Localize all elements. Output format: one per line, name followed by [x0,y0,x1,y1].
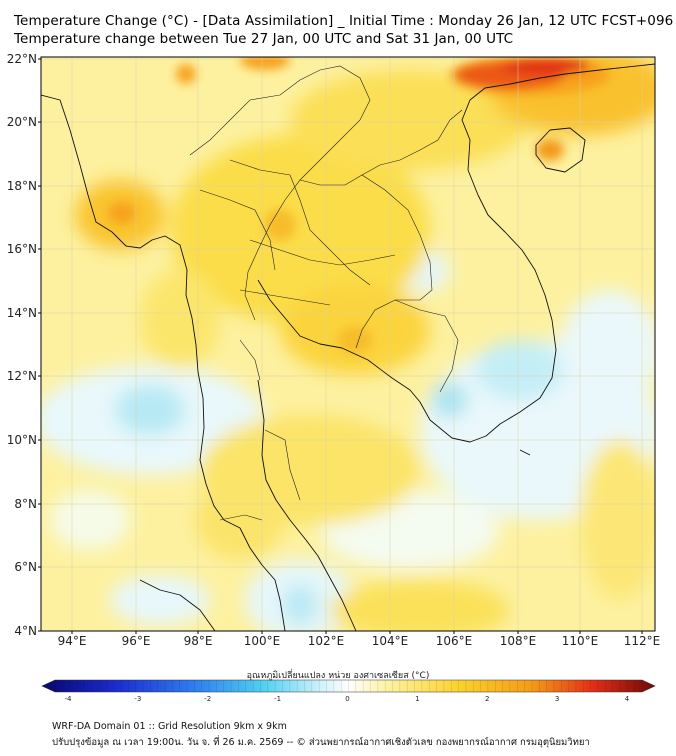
province-lines-d [239,289,331,306]
lon-label: 94°E [58,634,87,648]
hotspot-central [337,326,373,354]
lat-label: 4°N [14,624,37,638]
border-cambodia [394,299,459,393]
hotspot-myanmar [108,202,136,224]
field-hotspots [108,57,610,354]
hotspot-hainan [536,139,564,161]
lon-label: 96°E [122,634,151,648]
coastline-indochina [257,63,655,443]
lat-label: 8°N [14,497,37,511]
colorbar-tick-label: 0 [345,695,349,703]
warm-area-thailand-north [170,135,430,325]
temperature-field [41,57,655,631]
lat-label: 18°N [7,179,37,193]
lon-label: 106°E [436,634,473,648]
lat-label: 14°N [7,306,37,320]
coastline-hainan [535,127,586,173]
province-lines-c [249,239,396,266]
lon-label: 110°E [562,634,599,648]
colorbar-tick-label: -1 [274,695,281,703]
warm-area-south [195,480,285,560]
coastline-sumatra [139,579,216,631]
map-frame [40,56,656,632]
footer-domain-info: WRF-DA Domain 01 :: Grid Resolution 9km … [52,721,287,732]
border-malaysia [219,514,263,521]
province-lines-a [199,189,276,271]
colorbar-tick-label: -4 [65,695,73,703]
lon-label: 112°E [624,634,661,648]
field-blobs [41,57,655,631]
light-area-west [50,490,130,550]
lat-label: 22°N [7,52,37,66]
warm-area-east-edge [580,440,655,600]
colorbar-tick-label: 1 [415,695,419,703]
lon-label: 102°E [308,634,345,648]
colorbar-ticks: -4 -3 -2 -1 0 1 2 3 4 [54,680,643,703]
colorbar-tick-label: 2 [485,695,489,703]
cool-core-malaya [282,585,318,625]
lon-label: 98°E [184,634,213,648]
colorbar-tick-label: 4 [625,695,630,703]
colorbar: -4 -3 -2 -1 0 1 2 3 4 [41,679,656,703]
lon-label: 100°E [244,634,281,648]
colorbar-tick-label: -3 [134,695,141,703]
longitude-labels: 94°E 96°E 98°E 100°E 102°E 104°E 106°E 108°E 110… [58,631,661,648]
lon-label: 108°E [500,634,537,648]
lat-label: 10°N [7,433,37,447]
lat-label: 6°N [14,560,37,574]
latitude-labels: 22°N 20°N 18°N 16°N 14°N 12°N 10°N 8°N 6°N 4°N [7,52,41,638]
cool-area-east [560,290,655,410]
lon-label: 104°E [372,634,409,648]
graticule [41,57,655,631]
cool-area-sumatra [110,575,210,625]
footer-update-info: ปรับปรุงข้อมูล ณ เวลา 19:00น. วัน จ. ที่… [52,737,590,748]
cool-core-scs [475,340,565,400]
province-lines-e [239,339,261,381]
hotspot-north [176,64,196,84]
cool-core-andaman [115,385,185,435]
lat-label: 20°N [7,115,37,129]
colorbar-title: อุณหภูมิเปลี่ยนแปลง หน่วย องศาเซลเซียส (… [246,671,430,681]
hotspot-china-max [500,58,590,74]
colorbar-strip [41,679,656,693]
coastline-andaman [41,94,286,631]
map-title-line-2: Temperature change between Tue 27 Jan, 0… [14,31,514,47]
borders [189,65,463,521]
border-thailand-laos [299,174,433,349]
coastline-malay-east [257,379,357,631]
colorbar-tick-label: -2 [204,695,211,703]
cool-core-cambodia [432,382,468,418]
province-lines-f [264,429,301,501]
colorbar-tick-label: 3 [555,695,559,703]
province-lines-b [229,159,371,286]
border-myanmar-thailand [189,65,371,321]
lat-label: 12°N [7,369,37,383]
warm-area-myanmar [140,270,220,370]
hotspot-north-thailand [264,209,296,241]
lat-label: 16°N [7,242,37,256]
warm-area-bottom [330,580,510,631]
border-laos-vietnam [361,109,463,176]
hotspot-top [240,57,290,70]
coastlines [41,63,655,631]
coastline-island [519,449,531,456]
map-title-line-1: Temperature Change (°C) - [Data Assimila… [14,13,674,29]
